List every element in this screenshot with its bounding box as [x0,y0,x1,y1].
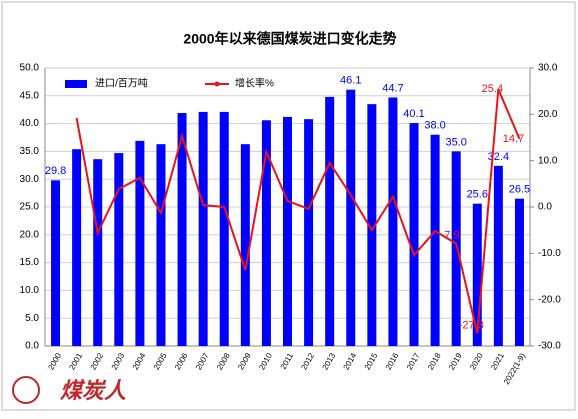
bar-value-label: 44.7 [382,82,403,94]
bar [114,153,124,346]
legend-label: 进口/百万吨 [95,77,148,90]
bar-value-label: 32.4 [488,151,509,163]
bar [304,119,314,346]
bar [177,113,187,346]
logo: 煤炭人 [60,378,127,404]
y-tick-label: 15.0 [20,257,40,268]
growth-line [75,88,521,334]
bar-value-label: 40.1 [403,108,424,120]
y-tick-label: 0.0 [25,341,39,352]
bar [472,203,482,346]
bar [135,140,145,346]
y2-tick-label: -30.0 [538,341,561,352]
bar [409,123,419,346]
bar [493,165,503,346]
bar [72,149,82,346]
line-value-label: -27.3 [459,319,484,331]
legend-marker [214,81,220,87]
bar [283,116,292,346]
bar [219,111,229,346]
bar-value-label: 25.6 [467,189,488,201]
line-value-label: 25.4 [482,83,503,95]
bar [198,111,208,346]
y2-tick-label: -20.0 [538,294,561,305]
legend-swatch [65,80,87,88]
bar [261,120,271,346]
bar [514,198,524,346]
bar [430,134,440,346]
bar [93,159,103,346]
bar [156,144,166,346]
bar [346,89,356,347]
line-value-label: -7.9 [441,230,460,242]
y-tick-label: 35.0 [20,146,40,157]
bar-value-label: 26.5 [509,184,530,196]
bar-value-label: 29.8 [45,165,66,177]
bar [388,97,398,346]
bar [51,180,61,346]
bar-value-label: 35.0 [445,136,466,148]
bar [451,151,461,346]
bar-value-label: 46.1 [340,75,361,87]
y-tick-label: 50.0 [20,63,40,74]
legend-label: 增长率% [235,77,274,90]
bar [240,144,250,346]
bar-value-label: 38.0 [424,120,445,132]
y2-tick-label: 30.0 [538,63,558,74]
y-tick-label: 25.0 [20,202,40,213]
y-tick-label: 45.0 [20,90,40,101]
y2-tick-label: 20.0 [538,109,558,120]
y-tick-label: 40.0 [20,118,40,129]
logo-icon [12,376,40,404]
chart-title: 2000年以来德国煤炭进口变化走势 [183,31,396,47]
y-tick-label: 30.0 [20,174,40,185]
line-value-label: 14.7 [503,133,524,145]
bar [367,104,377,346]
y2-tick-label: -10.0 [538,248,561,259]
y-tick-label: 5.0 [25,313,39,324]
y2-tick-label: 10.0 [538,155,558,166]
y-tick-label: 10.0 [20,285,40,296]
bar [325,96,335,346]
y2-tick-label: 0.0 [538,202,552,213]
y-tick-label: 20.0 [20,229,40,240]
